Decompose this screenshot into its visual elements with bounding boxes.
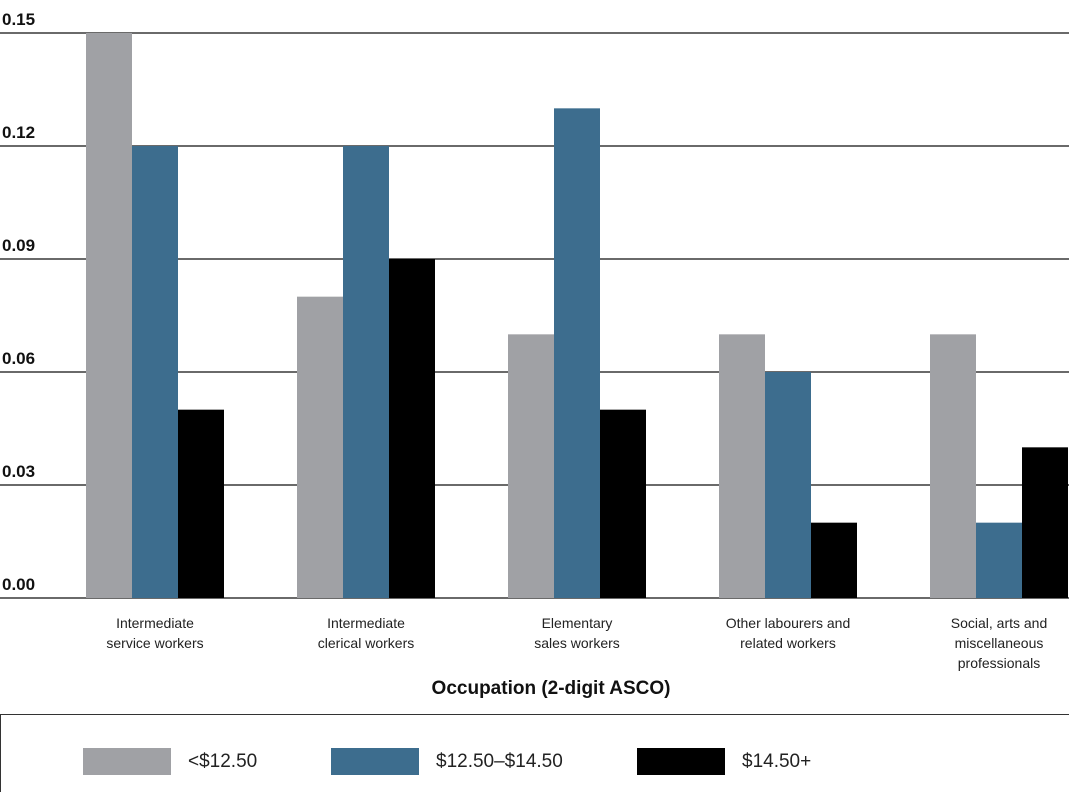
legend-swatch-high — [637, 748, 725, 775]
bar — [1022, 447, 1068, 598]
bar — [600, 409, 646, 598]
legend-item-low: <$12.50 — [83, 748, 257, 775]
x-category-label: Social, arts and miscellaneous professiona… — [951, 615, 1048, 671]
x-axis-categories: Intermediate service workers Intermediate c… — [106, 615, 1047, 671]
y-tick-label: 0.09 — [2, 236, 35, 255]
legend-item-high: $14.50+ — [637, 748, 811, 775]
x-axis-label: Occupation (2-digit ASCO) — [432, 678, 671, 699]
x-category-label: Other labourers and related workers — [726, 615, 851, 651]
bar — [508, 334, 554, 598]
bar — [86, 33, 132, 598]
bar — [343, 146, 389, 598]
bars — [86, 33, 1068, 598]
legend-item-mid: $12.50–$14.50 — [331, 748, 563, 775]
bar — [976, 522, 1022, 598]
legend-label-low: <$12.50 — [188, 750, 258, 772]
x-category-label: Intermediate service workers — [106, 615, 203, 651]
bar — [811, 522, 857, 598]
bar-chart: 0.00 0.03 0.06 0.09 0.12 0.15 Intermediate ser… — [0, 10, 1069, 699]
bar — [297, 296, 343, 598]
y-axis-ticks: 0.00 0.03 0.06 0.09 0.12 0.15 — [2, 10, 35, 594]
y-tick-label: 0.06 — [2, 349, 35, 368]
y-tick-label: 0.00 — [2, 575, 35, 594]
bar — [178, 409, 224, 598]
legend-swatch-mid — [331, 748, 419, 775]
bar — [389, 259, 435, 598]
bar — [719, 334, 765, 598]
bar — [554, 108, 600, 598]
legend-swatch-low — [83, 748, 171, 775]
y-tick-label: 0.12 — [2, 123, 35, 142]
x-category-label: Elementary sales workers — [534, 615, 620, 651]
bar — [930, 334, 976, 598]
y-tick-label: 0.15 — [2, 10, 35, 29]
legend-label-mid: $12.50–$14.50 — [436, 750, 563, 772]
bar — [765, 372, 811, 598]
legend-label-high: $14.50+ — [742, 750, 812, 772]
y-tick-label: 0.03 — [2, 462, 35, 481]
x-category-label: Intermediate clerical workers — [318, 615, 414, 651]
bar — [132, 146, 178, 598]
legend: <$12.50 $12.50–$14.50 $14.50+ — [0, 714, 1069, 792]
